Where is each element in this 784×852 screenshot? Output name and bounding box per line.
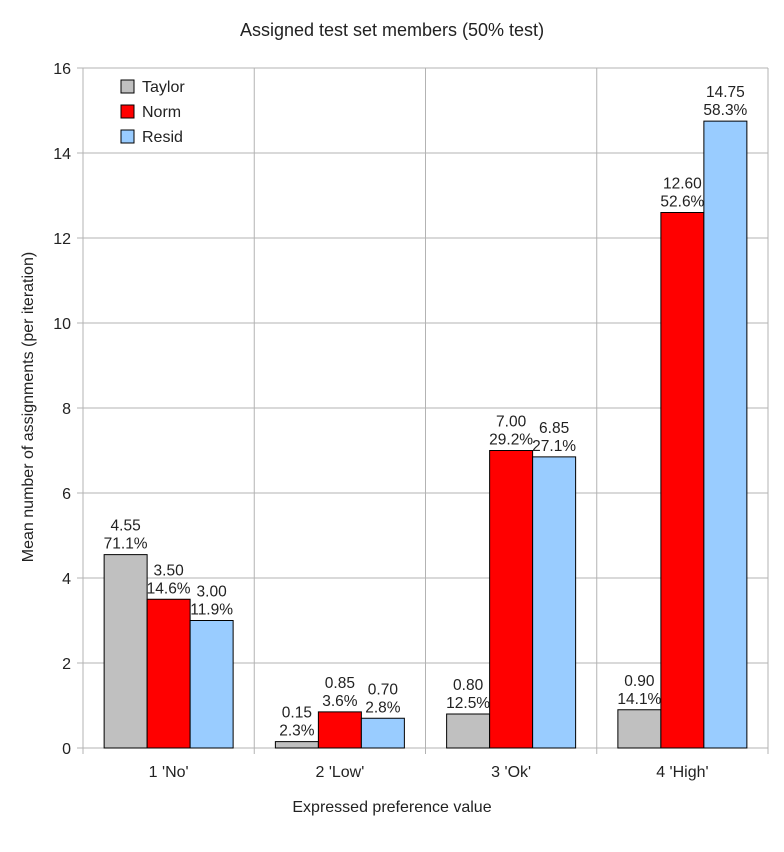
data-label-value: 0.70 [368,681,399,698]
data-label-percent: 58.3% [703,102,747,119]
data-label-percent: 2.8% [365,699,401,716]
bar-norm [660,212,705,749]
bar-taylor [617,709,662,749]
legend-label-taylor: Taylor [142,79,185,96]
y-tick-label: 2 [62,656,71,673]
legend-label-norm: Norm [142,104,181,121]
data-label-percent: 29.2% [489,432,533,449]
legend-swatch-resid [120,129,135,144]
legend: Taylor Norm Resid [120,79,185,146]
data-label-value: 0.90 [624,673,655,690]
legend-swatch-norm [120,104,135,119]
y-tick-label: 0 [62,741,71,758]
y-tick-label: 12 [53,231,71,248]
x-tick-label: 1 'No' [149,764,189,781]
bar-taylor [103,554,148,749]
data-label-percent: 14.1% [617,691,661,708]
x-tick-label: 3 'Ok' [491,764,531,781]
data-label-percent: 71.1% [104,536,148,553]
data-label-value: 3.00 [197,584,228,601]
y-tick-label: 10 [53,316,71,333]
y-axis-label: Mean number of assignments (per iteratio… [20,252,37,562]
data-label-percent: 11.9% [190,602,233,619]
data-label-value: 3.50 [154,562,185,579]
y-tick-label: 6 [62,486,71,503]
data-label-percent: 2.3% [279,723,315,740]
chart-title: Assigned test set members (50% test) [240,20,544,40]
bar-resid [532,456,577,749]
y-tick-label: 16 [53,61,71,78]
legend-swatch-taylor [120,79,135,94]
data-label-value: 0.15 [282,705,312,722]
data-label-value: 4.55 [111,518,141,535]
data-label-percent: 27.1% [532,438,576,455]
data-label-value: 0.85 [325,675,355,692]
axes: 0 2 4 6 8 10 12 14 16 1 'No' 2 'Low' 3 'Ok' 4 'High' [53,61,769,781]
x-axis-label: Expressed preference value [292,799,491,816]
y-tick-label: 8 [62,401,71,418]
bar-taylor [446,713,491,749]
data-label-percent: 3.6% [322,693,358,710]
bar-resid [360,717,405,749]
data-label-value: 6.85 [539,420,569,437]
legend-label-resid: Resid [142,129,183,146]
x-tick-label: 2 'Low' [315,764,364,781]
bar-norm [317,711,362,749]
x-tick-label: 4 'High' [656,764,708,781]
bar-resid [189,620,234,749]
data-label-percent: 52.6% [660,194,704,211]
bar-norm [489,450,534,749]
data-label-value: 14.75 [706,84,745,101]
y-tick-label: 14 [53,146,71,163]
data-label-percent: 14.6% [147,580,191,597]
y-tick-label: 4 [62,571,71,588]
bar-taylor [274,741,319,749]
bar-resid [703,120,748,749]
data-label-value: 12.60 [663,176,702,193]
bar-norm [146,598,191,749]
data-label-value: 0.80 [453,677,484,694]
bars [103,120,748,749]
data-label-value: 7.00 [496,414,527,431]
data-label-percent: 12.5% [446,695,490,712]
